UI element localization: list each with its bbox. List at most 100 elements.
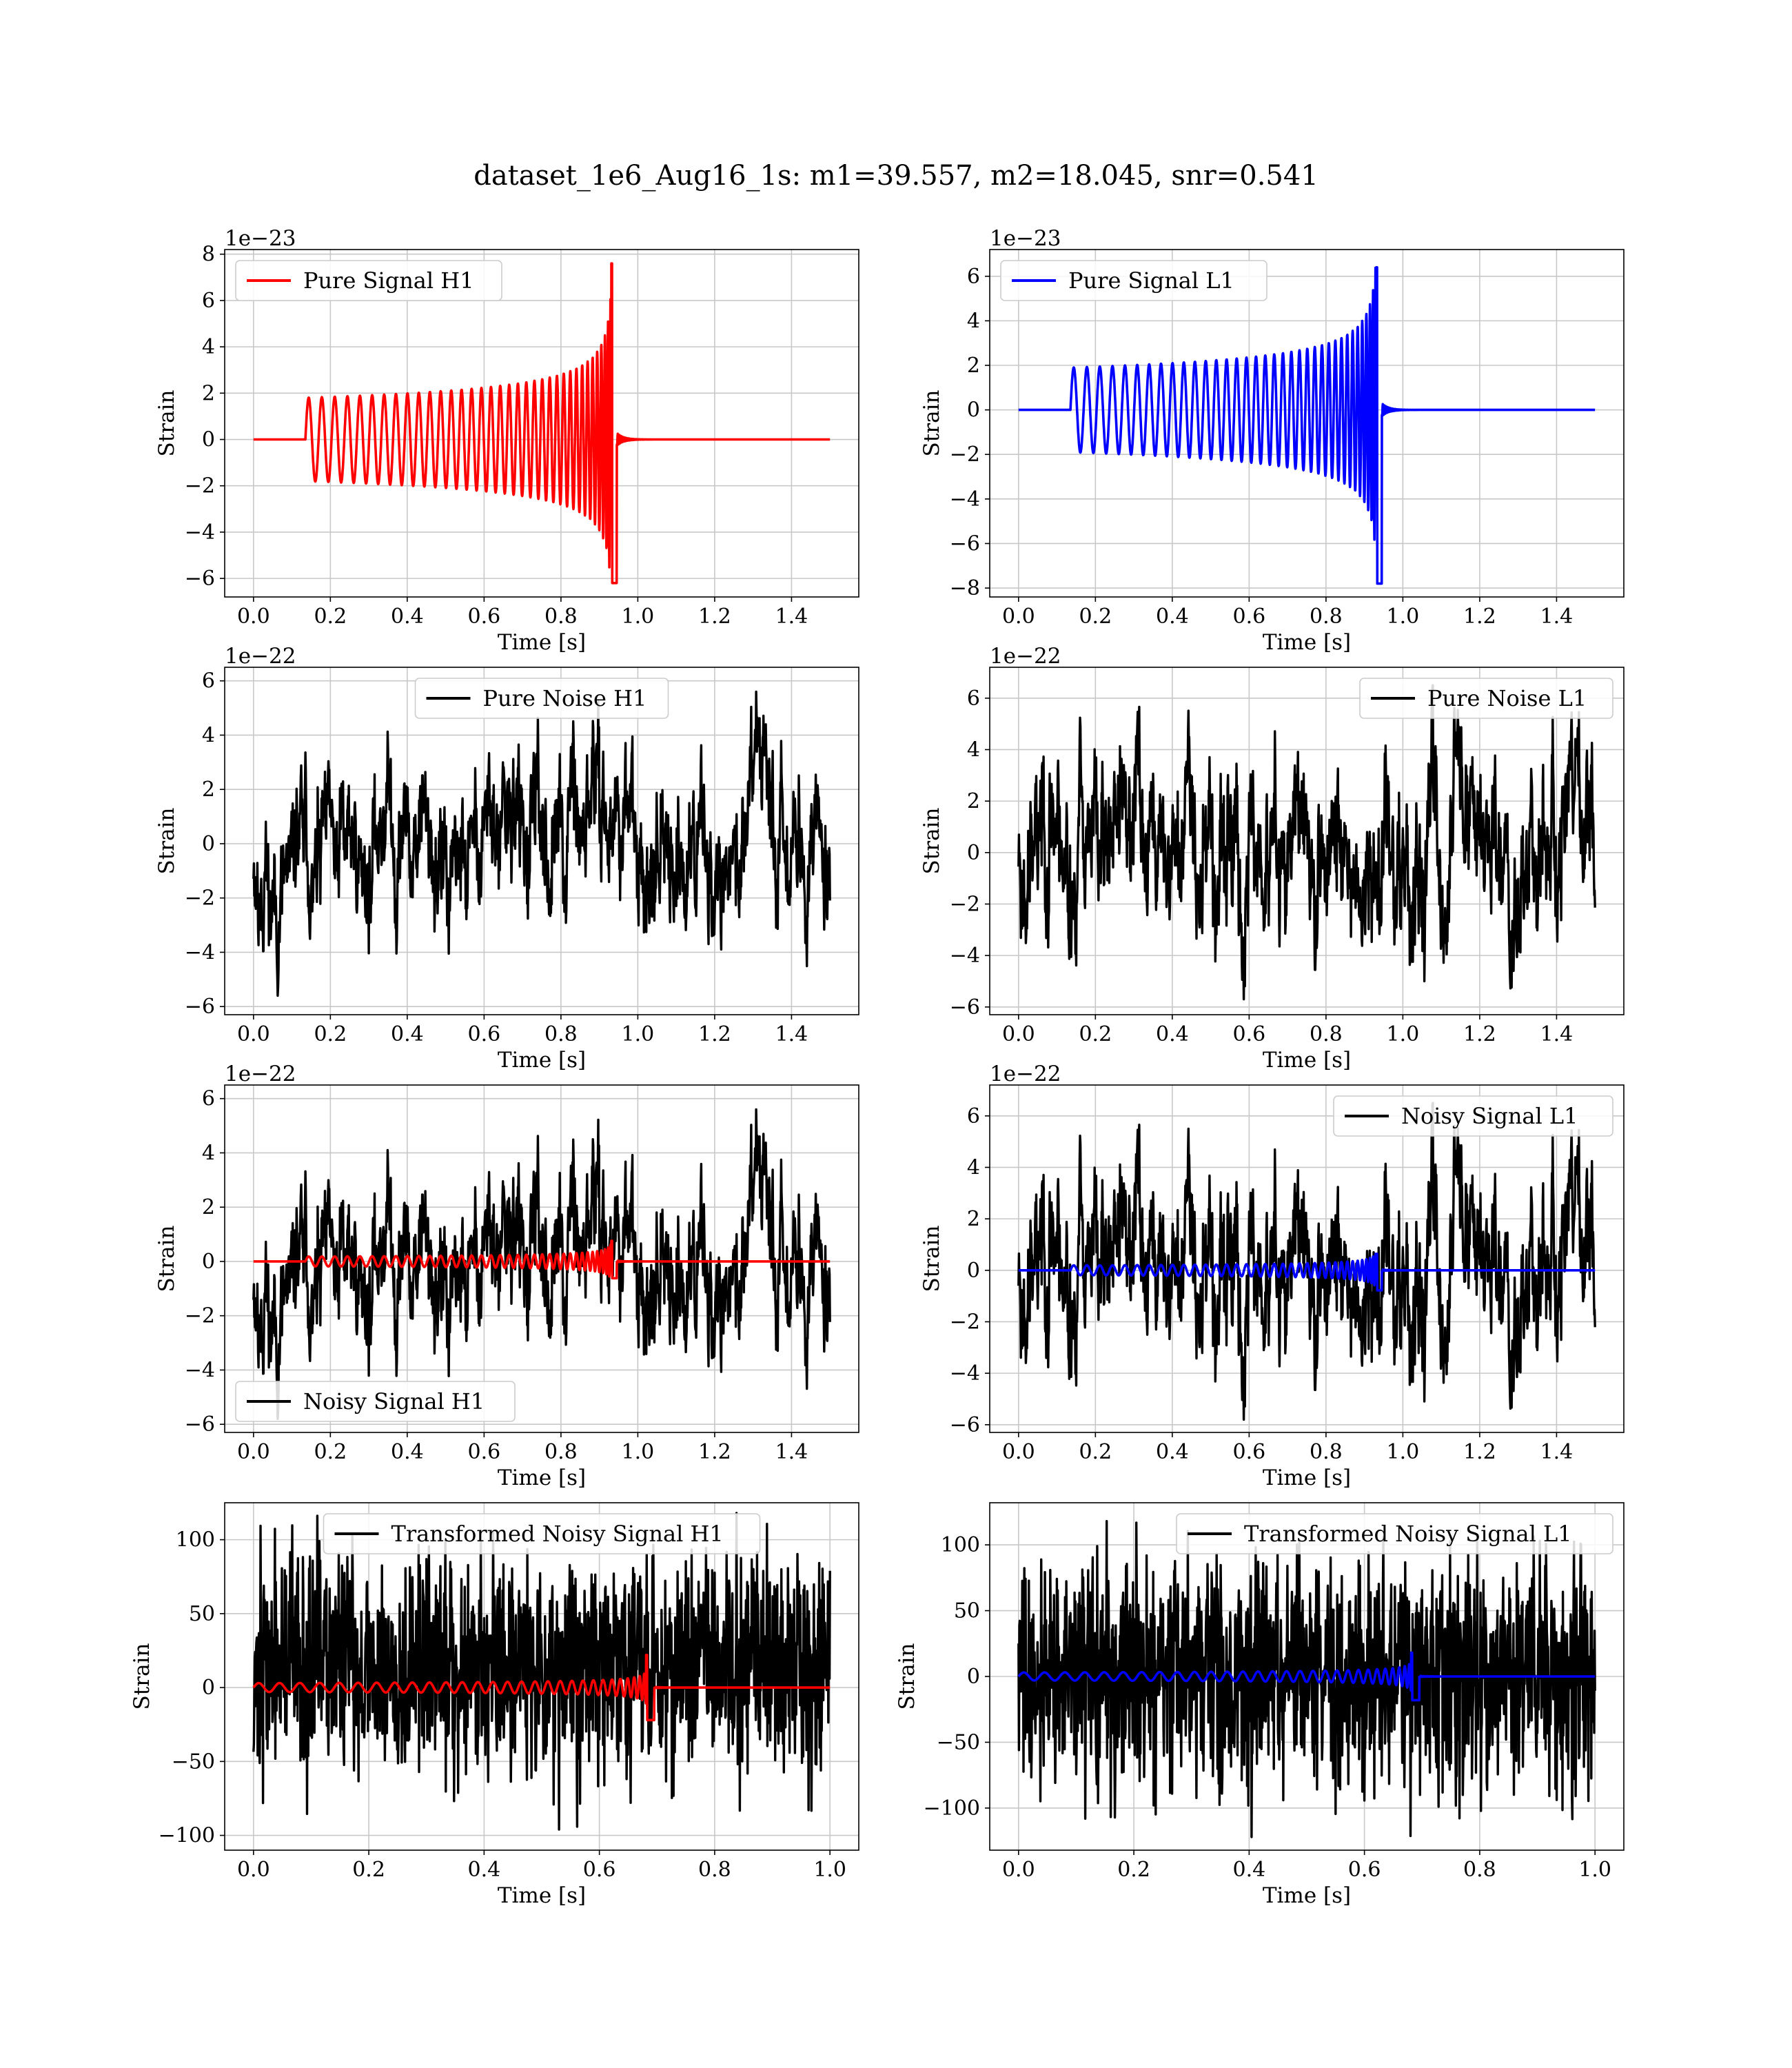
x-tick-label: 0.6 [1233, 605, 1266, 629]
series-group [1017, 266, 1596, 585]
legend: Pure Noise H1 [414, 678, 669, 719]
legend-label: Transformed Noisy Signal H1 [391, 1521, 724, 1547]
y-tick-label: −6 [185, 567, 215, 591]
x-tick-label: 1.4 [1540, 605, 1574, 629]
y-tick-label: −50 [937, 1730, 980, 1754]
x-tick-label: 0.4 [468, 1858, 501, 1882]
series-line-signal-overlay [252, 1239, 831, 1280]
x-tick-label: 0.8 [698, 1858, 731, 1882]
subplot-transformed-noisy-signal-h1: 0.0 0.2 0.4 0.6 0.8 1.0 −100 −50 0 50 100 Time [s] S… [130, 1502, 859, 1908]
y-tick-label: 4 [967, 1155, 980, 1179]
legend: Pure Signal H1 [235, 260, 502, 301]
x-tick-label: 1.2 [698, 1022, 731, 1046]
subplot-pure-signal-l1: 0.0 0.2 0.4 0.6 0.8 1.0 1.2 1.4 −8 −6 −4 −2 0 2 4 6 Time… [919, 226, 1625, 655]
x-tick-label: 0.0 [237, 1858, 270, 1882]
y-tick-label: 2 [967, 1207, 980, 1231]
y-tick-label: −6 [185, 1412, 215, 1437]
legend-label: Noisy Signal L1 [1401, 1103, 1578, 1129]
y-tick-label: −2 [950, 443, 980, 467]
y-axis-label: Strain [919, 390, 944, 457]
y-tick-label: −100 [924, 1796, 980, 1821]
y-tick-label: −2 [185, 1304, 215, 1328]
x-tick-label: 0.6 [1233, 1440, 1266, 1464]
y-tick-label: −50 [172, 1750, 215, 1774]
x-tick-label: 0.4 [1156, 1440, 1189, 1464]
legend-label: Noisy Signal H1 [303, 1388, 485, 1415]
x-axis-label: Time [s] [498, 1048, 586, 1073]
legend: Pure Signal L1 [1000, 260, 1267, 301]
x-tick-label: 0.8 [1463, 1858, 1496, 1882]
y-tick-label: −2 [185, 886, 215, 911]
x-tick-label: 0.0 [237, 605, 270, 629]
y-offset-text: 1e−22 [225, 1062, 296, 1086]
y-tick-label: −2 [185, 474, 215, 498]
x-tick-label: 0.2 [314, 1440, 347, 1464]
y-tick-label: 4 [967, 309, 980, 333]
x-tick-label: 1.2 [698, 605, 731, 629]
legend: Pure Noise L1 [1359, 678, 1613, 719]
series-line-signal-overlay [1017, 1253, 1596, 1292]
y-tick-label: 4 [202, 723, 215, 747]
y-tick-label: −4 [950, 1361, 980, 1386]
x-axis-label: Time [s] [498, 1466, 586, 1490]
axes-frame [224, 249, 859, 598]
y-tick-label: −6 [950, 995, 980, 1020]
x-tick-label: 0.4 [391, 605, 424, 629]
x-tick-label: 1.0 [622, 605, 655, 629]
y-offset-text: 1e−22 [225, 644, 296, 669]
axes-frame [224, 1084, 859, 1433]
x-tick-label: 1.2 [698, 1440, 731, 1464]
series-line-pure-noise-l1 [1017, 684, 1596, 1001]
x-tick-label: 0.8 [1310, 1440, 1343, 1464]
x-tick-label: 0.0 [237, 1440, 270, 1464]
subplot-grid: 0.0 0.2 0.4 0.6 0.8 1.0 1.2 1.4 −6 −4 −2 0 2 4 6 8 Time … [130, 226, 1625, 1908]
axes-frame [989, 249, 1625, 598]
y-tick-label: −8 [950, 576, 980, 600]
subplot-pure-noise-h1: 0.0 0.2 0.4 0.6 0.8 1.0 1.2 1.4 −6 −4 −2 0 2 4 6 Time [… [154, 644, 859, 1073]
y-tick-label: 100 [941, 1533, 980, 1557]
x-tick-label: 0.6 [583, 1858, 616, 1882]
x-tick-label: 1.0 [1578, 1858, 1611, 1882]
series-group [252, 1108, 831, 1420]
x-axis-label: Time [s] [498, 630, 586, 655]
y-tick-label: 2 [202, 778, 215, 802]
y-tick-label: −100 [159, 1824, 215, 1848]
y-offset-text: 1e−22 [990, 1062, 1061, 1086]
x-tick-label: 0.0 [1002, 1858, 1035, 1882]
axes-frame [989, 1084, 1625, 1433]
y-tick-label: 2 [967, 354, 980, 378]
subplot-pure-signal-h1: 0.0 0.2 0.4 0.6 0.8 1.0 1.2 1.4 −6 −4 −2 0 2 4 6 8 Time … [154, 226, 859, 655]
x-tick-label: 1.2 [1463, 1440, 1496, 1464]
x-tick-label: 0.8 [544, 1440, 578, 1464]
legend-box [1000, 260, 1267, 301]
y-tick-label: 0 [202, 832, 215, 856]
legend-box [1359, 678, 1613, 719]
x-axis-label: Time [s] [498, 1883, 586, 1908]
y-tick-label: 8 [202, 243, 215, 267]
y-tick-label: 6 [202, 669, 215, 693]
y-offset-text: 1e−23 [990, 226, 1061, 251]
y-axis-label: Strain [154, 390, 179, 457]
y-axis-label: Strain [154, 808, 179, 875]
y-tick-label: 4 [202, 1141, 215, 1165]
legend-label: Transformed Noisy Signal L1 [1244, 1521, 1572, 1547]
y-tick-label: −4 [185, 520, 215, 545]
y-tick-label: 6 [202, 289, 215, 313]
y-tick-label: 0 [967, 1665, 980, 1689]
axes-frame [989, 667, 1625, 1015]
plot-area [990, 250, 1624, 597]
series-line-transformed-noisy-signal-l1 [1017, 1520, 1596, 1838]
y-tick-label: 0 [202, 1250, 215, 1274]
x-tick-label: 1.2 [1463, 605, 1496, 629]
series-line-noisy-signal-l1 [1017, 1102, 1596, 1421]
x-tick-label: 0.0 [1002, 605, 1035, 629]
x-tick-label: 0.8 [1310, 1022, 1343, 1046]
series-line-pure-noise-h1 [252, 690, 831, 997]
x-tick-label: 1.0 [1387, 1022, 1420, 1046]
y-tick-label: −4 [185, 940, 215, 964]
x-tick-label: 0.0 [1002, 1022, 1035, 1046]
y-tick-label: −2 [950, 892, 980, 916]
x-tick-label: 1.0 [1387, 1440, 1420, 1464]
legend: Noisy Signal L1 [1333, 1095, 1613, 1137]
